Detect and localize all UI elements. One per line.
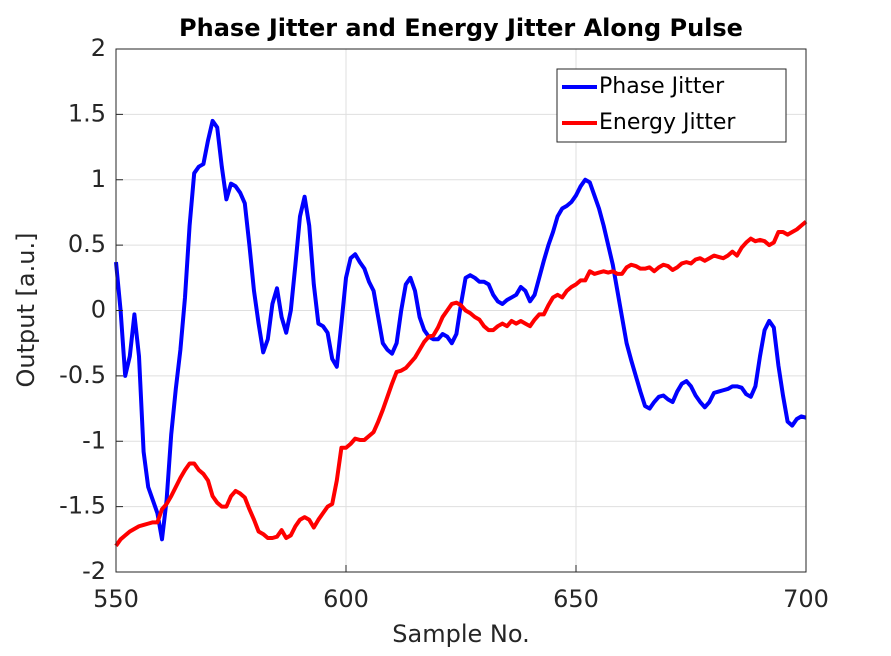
y-tick-label: 0.5 <box>68 230 106 258</box>
y-tick-label: -1.5 <box>59 492 106 520</box>
y-tick-label: 1 <box>91 165 106 193</box>
legend-box <box>556 68 787 143</box>
y-tick-label: 2 <box>91 34 106 62</box>
y-tick-label: 0 <box>91 296 106 324</box>
y-tick-label: -0.5 <box>59 361 106 389</box>
y-tick-label: 1.5 <box>68 99 106 127</box>
chart-title: Phase Jitter and Energy Jitter Along Pul… <box>179 14 743 42</box>
y-axis-label: Output [a.u.] <box>12 233 40 388</box>
y-tick-label: -2 <box>82 557 106 585</box>
legend-label: Phase Jitter <box>599 74 725 99</box>
legend-label: Energy Jitter <box>599 110 736 135</box>
x-tick-label: 650 <box>553 585 599 613</box>
series-line <box>114 220 808 548</box>
x-axis-label: Sample No. <box>392 620 529 648</box>
x-tick-label: 700 <box>783 585 829 613</box>
y-tick-label: -1 <box>82 426 106 454</box>
x-tick-label: 550 <box>93 585 139 613</box>
x-tick-label: 600 <box>323 585 369 613</box>
